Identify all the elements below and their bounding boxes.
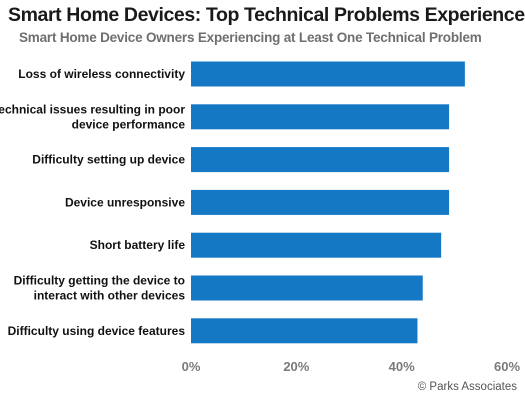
category-label: Short battery life	[90, 238, 186, 252]
category-label: Difficulty setting up device	[32, 153, 185, 167]
x-tick-label: 60%	[494, 359, 520, 374]
x-tick-label: 20%	[283, 359, 309, 374]
chart-title: Smart Home Devices: Top Technical Proble…	[8, 4, 525, 26]
category-label: Loss of wireless connectivity	[18, 67, 185, 81]
category-label: Difficulty getting the device to interact…	[14, 274, 186, 303]
chart-subtitle: Smart Home Device Owners Experiencing at…	[19, 30, 482, 45]
category-label: Difficulty using device features	[8, 324, 186, 338]
bar	[191, 61, 465, 87]
bar	[191, 275, 423, 301]
bar	[191, 189, 450, 215]
category-label: Technical issues resulting in poor device…	[0, 102, 185, 131]
bar	[191, 318, 418, 344]
x-tick-label: 0%	[182, 359, 201, 374]
source-credit: © Parks Associates	[417, 381, 517, 393]
bar	[191, 104, 450, 130]
bar	[191, 147, 450, 173]
category-label: Device unresponsive	[65, 195, 185, 209]
x-tick-label: 40%	[389, 359, 415, 374]
bar	[191, 232, 442, 258]
